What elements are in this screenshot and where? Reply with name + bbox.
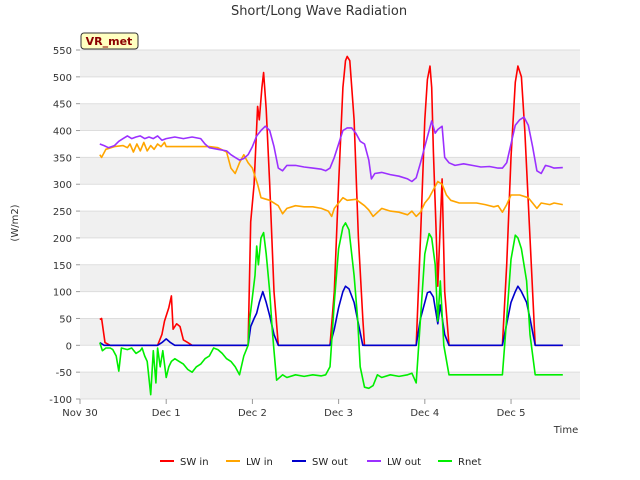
legend-label-sw-out: SW out bbox=[312, 457, 348, 468]
y-tick-label: 500 bbox=[53, 73, 72, 84]
legend: SW in LW in SW out LW out Rnet bbox=[160, 457, 481, 468]
plot-band bbox=[80, 157, 580, 185]
chart-title: Short/Long Wave Radiation bbox=[231, 4, 407, 19]
x-axis-ticks: Nov 30 Dec 1 Dec 2 Dec 3 Dec 4 Dec 5 bbox=[62, 399, 525, 419]
x-tick-label: Dec 2 bbox=[238, 408, 267, 419]
x-tick-label: Dec 5 bbox=[497, 408, 526, 419]
y-tick-label: 150 bbox=[53, 261, 72, 272]
y-tick-label: 200 bbox=[53, 234, 72, 245]
legend-label-lw-out: LW out bbox=[387, 457, 421, 468]
y-tick-label: 300 bbox=[53, 180, 72, 191]
y-tick-label: 350 bbox=[53, 153, 72, 164]
plot-band bbox=[80, 50, 580, 77]
y-axis-ticks: -100 -50 0 50 100 150 200 250 300 350 400 450 500 550 bbox=[49, 46, 80, 406]
plot-band bbox=[80, 372, 580, 399]
series-line-lw-in bbox=[99, 141, 563, 218]
x-axis-label: Time bbox=[553, 425, 578, 436]
y-tick-label: -100 bbox=[49, 395, 72, 406]
station-label: VR_met bbox=[86, 35, 133, 48]
y-tick-label: 550 bbox=[53, 46, 72, 57]
y-tick-label: 250 bbox=[53, 207, 72, 218]
series-line-rnet bbox=[99, 222, 563, 396]
plot-band bbox=[80, 103, 580, 131]
y-tick-label: -50 bbox=[56, 368, 72, 379]
y-tick-label: 100 bbox=[53, 288, 72, 299]
legend-label-rnet: Rnet bbox=[458, 457, 481, 468]
series-lines bbox=[99, 55, 563, 396]
x-tick-label: Nov 30 bbox=[62, 408, 97, 419]
station-label-box: VR_met bbox=[80, 32, 139, 50]
x-tick-label: Dec 3 bbox=[324, 408, 353, 419]
legend-label-lw-in: LW in bbox=[246, 457, 273, 468]
grid-lines bbox=[80, 49, 580, 400]
y-tick-label: 400 bbox=[53, 127, 72, 138]
y-tick-label: 0 bbox=[66, 341, 72, 352]
plot-bands bbox=[80, 50, 580, 399]
plot-band bbox=[80, 264, 580, 292]
x-tick-label: Dec 1 bbox=[152, 408, 181, 419]
y-axis-label: (W/m2) bbox=[10, 204, 21, 241]
y-tick-label: 50 bbox=[59, 314, 72, 325]
plot-band bbox=[80, 211, 580, 238]
station-label-background bbox=[80, 32, 139, 50]
x-tick-label: Dec 4 bbox=[410, 408, 439, 419]
legend-label-sw-in: SW in bbox=[180, 457, 209, 468]
series-line-lw-out bbox=[99, 116, 563, 183]
y-tick-label: 450 bbox=[53, 100, 72, 111]
